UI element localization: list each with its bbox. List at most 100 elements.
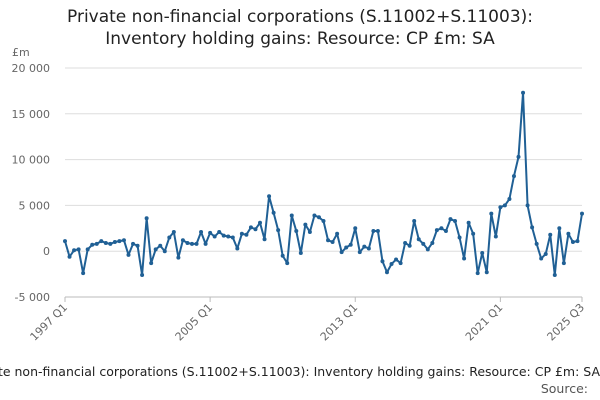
data-point[interactable] — [380, 259, 385, 264]
data-point[interactable] — [430, 240, 435, 245]
data-point[interactable] — [557, 226, 562, 231]
data-point[interactable] — [398, 261, 403, 266]
data-point[interactable] — [267, 194, 272, 199]
data-point[interactable] — [180, 238, 185, 243]
data-point[interactable] — [312, 213, 317, 218]
data-point[interactable] — [534, 241, 539, 246]
data-point[interactable] — [407, 243, 412, 248]
data-point[interactable] — [475, 271, 480, 276]
data-point[interactable] — [239, 231, 244, 236]
data-point[interactable] — [471, 231, 476, 236]
data-point[interactable] — [489, 211, 494, 216]
data-point[interactable] — [226, 234, 231, 239]
data-point[interactable] — [230, 235, 235, 240]
data-point[interactable] — [307, 229, 312, 234]
data-point[interactable] — [521, 90, 526, 95]
data-point[interactable] — [484, 270, 489, 275]
data-point[interactable] — [416, 237, 421, 242]
data-point[interactable] — [566, 231, 571, 236]
data-point[interactable] — [81, 271, 86, 276]
data-point[interactable] — [552, 273, 557, 278]
data-point[interactable] — [90, 242, 95, 247]
data-point[interactable] — [348, 242, 353, 247]
data-point[interactable] — [94, 241, 99, 246]
data-point[interactable] — [525, 203, 530, 208]
data-point[interactable] — [99, 239, 104, 244]
data-point[interactable] — [167, 235, 172, 240]
data-point[interactable] — [344, 245, 349, 250]
data-point[interactable] — [72, 248, 77, 253]
data-point[interactable] — [339, 250, 344, 255]
data-point[interactable] — [258, 220, 263, 225]
data-point[interactable] — [67, 254, 72, 259]
data-point[interactable] — [185, 240, 190, 245]
data-point[interactable] — [462, 256, 467, 261]
data-point[interactable] — [466, 220, 471, 225]
data-point[interactable] — [511, 174, 516, 179]
data-point[interactable] — [176, 255, 181, 260]
data-point[interactable] — [570, 240, 575, 245]
data-point[interactable] — [412, 218, 417, 223]
data-point[interactable] — [480, 251, 485, 256]
data-point[interactable] — [443, 229, 448, 234]
data-point[interactable] — [493, 234, 498, 239]
data-point[interactable] — [453, 218, 458, 223]
data-point[interactable] — [394, 257, 399, 262]
data-point[interactable] — [135, 243, 140, 248]
data-point[interactable] — [208, 230, 213, 235]
data-point[interactable] — [280, 253, 285, 258]
data-point[interactable] — [502, 203, 507, 208]
data-point[interactable] — [108, 241, 113, 246]
data-point[interactable] — [262, 237, 267, 242]
data-point[interactable] — [457, 235, 462, 240]
data-point[interactable] — [121, 238, 126, 243]
data-point[interactable] — [371, 229, 376, 234]
data-point[interactable] — [507, 196, 512, 201]
data-point[interactable] — [298, 251, 303, 256]
data-point[interactable] — [162, 249, 167, 254]
data-point[interactable] — [294, 229, 299, 234]
data-point[interactable] — [516, 154, 521, 159]
data-point[interactable] — [439, 226, 444, 231]
data-point[interactable] — [194, 241, 199, 246]
data-point[interactable] — [199, 229, 204, 234]
data-point[interactable] — [498, 205, 503, 210]
data-point[interactable] — [171, 229, 176, 234]
data-point[interactable] — [543, 251, 548, 256]
data-point[interactable] — [103, 240, 108, 245]
data-point[interactable] — [276, 228, 281, 233]
data-point[interactable] — [434, 228, 439, 233]
data-point[interactable] — [85, 247, 90, 252]
data-point[interactable] — [425, 247, 430, 252]
data-point[interactable] — [112, 240, 117, 245]
data-point[interactable] — [248, 225, 253, 230]
data-point[interactable] — [131, 241, 136, 246]
data-point[interactable] — [353, 226, 358, 231]
data-point[interactable] — [289, 213, 294, 218]
data-point[interactable] — [189, 241, 194, 246]
data-point[interactable] — [330, 240, 335, 245]
data-point[interactable] — [271, 210, 276, 215]
data-point[interactable] — [335, 231, 340, 236]
data-point[interactable] — [140, 273, 145, 278]
data-point[interactable] — [76, 247, 81, 252]
data-point[interactable] — [366, 246, 371, 251]
data-point[interactable] — [63, 239, 67, 244]
data-point[interactable] — [357, 250, 362, 255]
data-point[interactable] — [326, 238, 331, 243]
data-point[interactable] — [244, 232, 249, 237]
data-point[interactable] — [221, 233, 226, 238]
data-point[interactable] — [403, 240, 408, 245]
data-point[interactable] — [561, 261, 566, 266]
data-point[interactable] — [375, 229, 380, 234]
data-point[interactable] — [384, 270, 389, 275]
data-point[interactable] — [285, 261, 290, 266]
data-point[interactable] — [539, 256, 544, 261]
data-point[interactable] — [149, 261, 154, 266]
data-point[interactable] — [389, 262, 394, 267]
data-point[interactable] — [548, 232, 553, 237]
data-point[interactable] — [253, 227, 258, 232]
data-point[interactable] — [235, 246, 240, 251]
data-point[interactable] — [321, 218, 326, 223]
data-point[interactable] — [448, 217, 453, 222]
